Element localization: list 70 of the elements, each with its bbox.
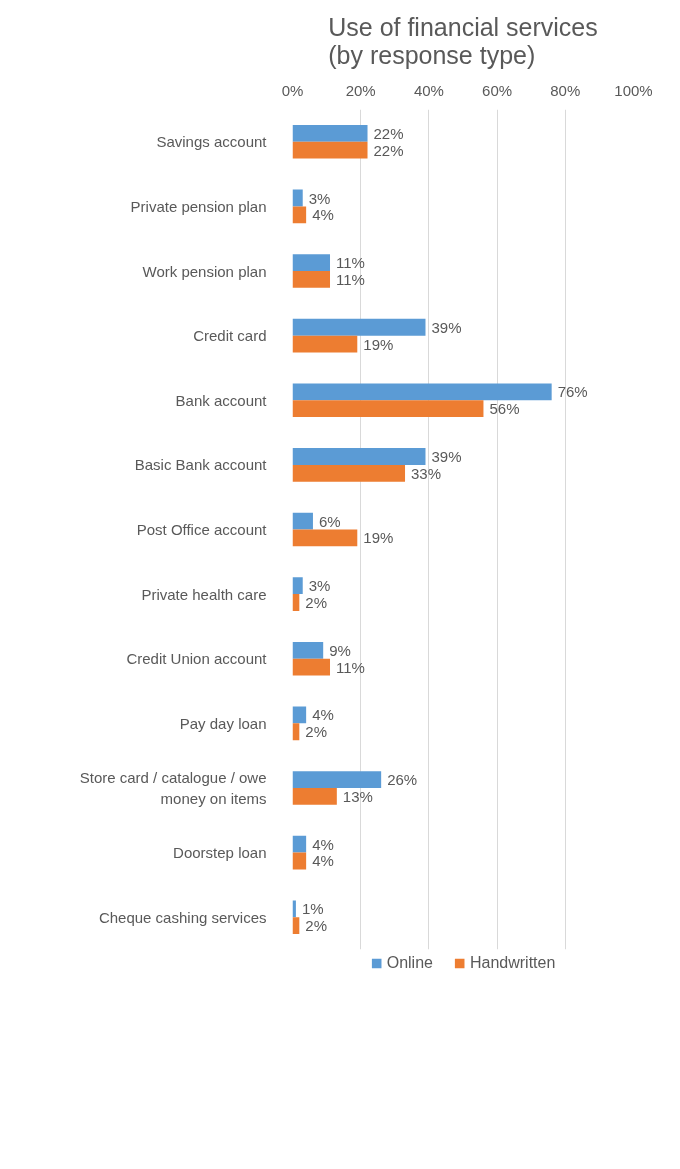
legend-label: Online xyxy=(386,954,433,972)
bar xyxy=(292,141,368,159)
y-tick-label: Store card / catalogue / owe money on items xyxy=(79,769,267,807)
bar xyxy=(292,271,331,288)
x-tick-label: 20% xyxy=(345,81,376,99)
data-label: 4% xyxy=(312,852,334,870)
y-tick-label: Doorstep loan xyxy=(173,844,267,862)
bar xyxy=(292,254,331,272)
data-label: 2% xyxy=(305,917,328,935)
data-label: 11% xyxy=(336,658,365,676)
x-tick-label: 60% xyxy=(482,81,513,99)
y-tick-label: Savings account xyxy=(156,133,268,151)
data-label: 11% xyxy=(336,254,365,272)
legend-label: Handwritten xyxy=(469,954,556,972)
bar xyxy=(292,383,552,401)
bar xyxy=(292,641,324,659)
bar xyxy=(292,189,303,207)
data-label: 1% xyxy=(301,900,324,918)
data-label: 19% xyxy=(363,335,394,353)
data-label: 3% xyxy=(308,577,331,595)
data-label: 56% xyxy=(489,400,520,418)
data-label: 39% xyxy=(431,447,462,465)
data-label: 2% xyxy=(305,723,328,741)
chart-title: Use of financial services (by response type) xyxy=(328,12,598,69)
x-tick-label: 80% xyxy=(550,81,581,99)
data-label: 4% xyxy=(312,706,334,724)
bar xyxy=(292,658,331,676)
bar xyxy=(292,318,426,336)
data-label: 22% xyxy=(373,124,404,142)
data-label: 22% xyxy=(373,141,404,159)
y-tick-label: Bank account xyxy=(175,391,268,409)
y-tick-label: Basic Bank account xyxy=(134,456,268,474)
y-tick-label: Private health care xyxy=(141,585,267,603)
data-label: 13% xyxy=(342,787,373,805)
data-label: 4% xyxy=(312,206,334,224)
data-label: 6% xyxy=(318,512,341,530)
y-tick-label: Credit card xyxy=(193,327,267,345)
data-label: 33% xyxy=(411,464,442,482)
data-label: 26% xyxy=(387,771,418,789)
bar xyxy=(292,787,337,805)
data-label: 39% xyxy=(431,318,462,336)
data-label: 11% xyxy=(336,270,365,288)
y-tick-label: Private pension plan xyxy=(130,197,267,215)
data-label: 9% xyxy=(329,641,351,659)
bar xyxy=(292,335,358,353)
x-tick-label: 0% xyxy=(281,81,304,99)
bar xyxy=(292,529,358,547)
bar xyxy=(292,206,307,224)
data-label: 19% xyxy=(363,529,394,547)
data-label: 4% xyxy=(312,835,334,853)
y-tick-label: Work pension plan xyxy=(142,262,267,280)
bar xyxy=(292,512,313,530)
bar xyxy=(292,464,406,482)
y-tick-label: Cheque cashing services xyxy=(98,908,267,926)
bar xyxy=(292,125,368,142)
data-label: 2% xyxy=(305,594,328,612)
y-tick-label: Credit Union account xyxy=(126,650,268,668)
y-tick-label: Pay day loan xyxy=(179,714,267,732)
bar xyxy=(292,706,307,724)
bar xyxy=(292,400,484,418)
y-tick-label: Post Office account xyxy=(136,521,268,538)
bar xyxy=(292,852,307,870)
bar xyxy=(292,771,382,788)
bar xyxy=(292,448,426,465)
data-label: 76% xyxy=(557,383,588,401)
bar xyxy=(292,577,303,595)
x-tick-label: 40% xyxy=(413,81,444,99)
x-tick-label: 100% xyxy=(614,81,653,99)
bar xyxy=(292,835,307,853)
data-label: 3% xyxy=(308,189,331,207)
